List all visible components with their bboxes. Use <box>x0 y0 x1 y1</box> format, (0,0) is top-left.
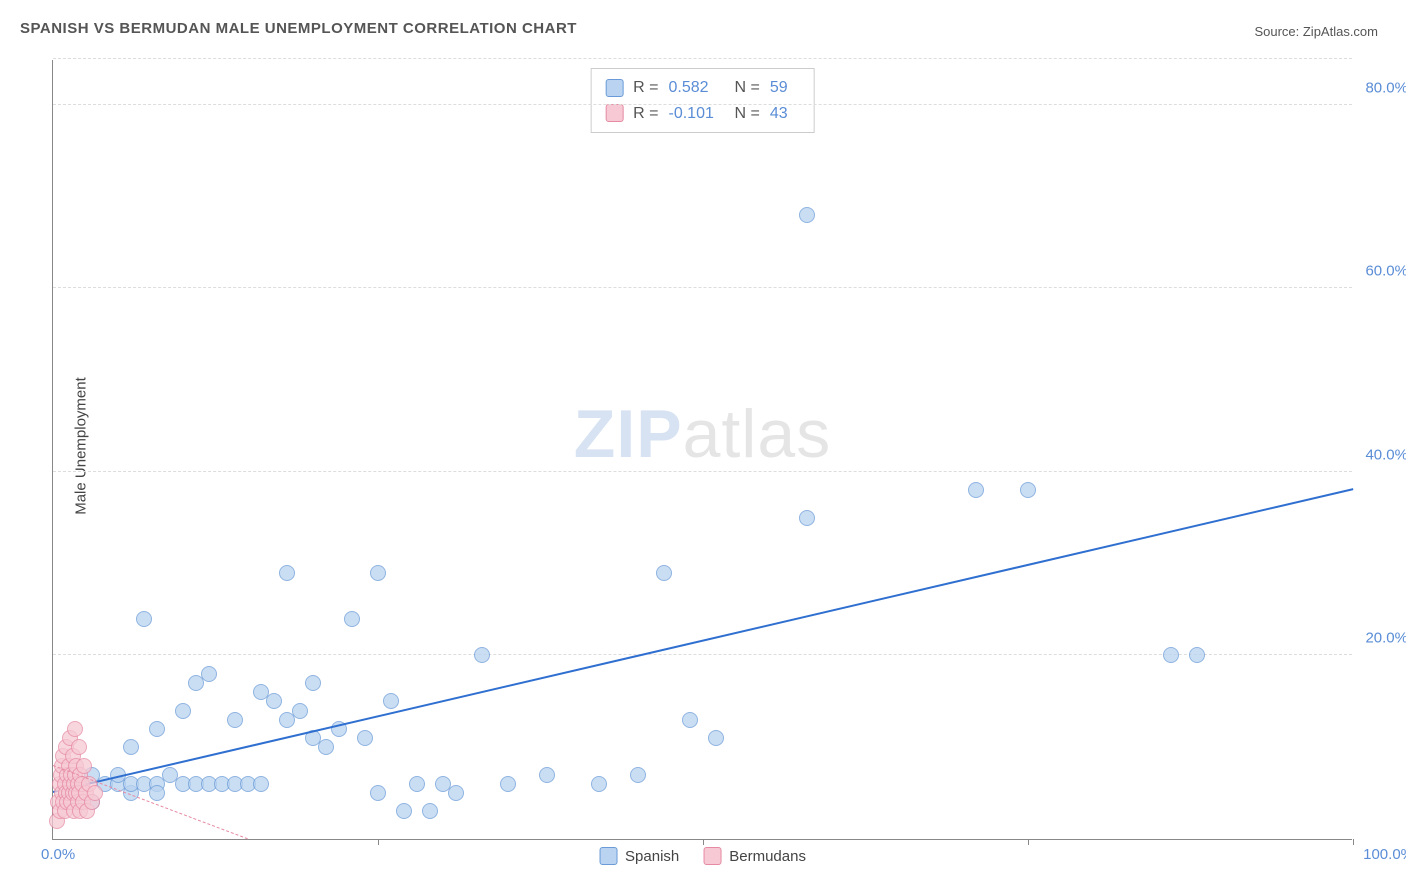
watermark-zip: ZIP <box>574 396 683 472</box>
n-label: N = <box>735 75 760 101</box>
series-legend: Spanish Bermudans <box>599 847 806 865</box>
x-axis-max-label: 100.0% <box>1363 846 1406 863</box>
data-point <box>71 739 87 755</box>
data-point <box>500 776 516 792</box>
data-point <box>344 611 360 627</box>
data-point <box>76 758 92 774</box>
data-point <box>799 510 815 526</box>
data-point <box>474 647 490 663</box>
x-tick-mark <box>1028 839 1029 845</box>
data-point <box>279 565 295 581</box>
y-tick-label: 40.0% <box>1365 446 1406 463</box>
data-point <box>136 611 152 627</box>
data-point <box>149 785 165 801</box>
data-point <box>1163 647 1179 663</box>
data-point <box>201 666 217 682</box>
source-name: ZipAtlas.com <box>1303 24 1378 39</box>
r-value: 0.582 <box>669 75 725 101</box>
data-point <box>266 693 282 709</box>
data-point <box>253 776 269 792</box>
data-point <box>175 703 191 719</box>
data-point <box>682 712 698 728</box>
gridline-h <box>53 654 1352 655</box>
gridline-h <box>53 287 1352 288</box>
gridline-h <box>53 58 1352 59</box>
n-value: 59 <box>770 75 800 101</box>
legend-label: Bermudans <box>729 848 806 865</box>
data-point <box>448 785 464 801</box>
series-swatch <box>703 847 721 865</box>
data-point <box>968 482 984 498</box>
data-point <box>305 675 321 691</box>
data-point <box>409 776 425 792</box>
data-point <box>383 693 399 709</box>
data-point <box>539 767 555 783</box>
data-point <box>292 703 308 719</box>
r-label: R = <box>633 75 658 101</box>
data-point <box>422 803 438 819</box>
data-point <box>708 730 724 746</box>
x-tick-mark <box>1353 839 1354 845</box>
data-point <box>370 565 386 581</box>
data-point <box>227 712 243 728</box>
scatter-plot-area: ZIPatlas R =0.582N =59R =-0.101N =43 0.0… <box>52 60 1352 840</box>
legend-item: Spanish <box>599 847 679 865</box>
gridline-h <box>53 471 1352 472</box>
y-tick-label: 60.0% <box>1365 263 1406 280</box>
data-point <box>123 739 139 755</box>
x-tick-mark <box>703 839 704 845</box>
legend-label: Spanish <box>625 848 679 865</box>
data-point <box>396 803 412 819</box>
data-point <box>149 721 165 737</box>
data-point <box>67 721 83 737</box>
y-tick-label: 80.0% <box>1365 79 1406 96</box>
trend-line <box>53 488 1353 793</box>
legend-item: Bermudans <box>703 847 806 865</box>
watermark: ZIPatlas <box>574 395 831 473</box>
data-point <box>656 565 672 581</box>
y-tick-label: 20.0% <box>1365 630 1406 647</box>
x-axis-min-label: 0.0% <box>41 846 75 863</box>
stats-row: R = 0.582 N = 59 <box>605 75 800 101</box>
data-point <box>87 785 103 801</box>
chart-title: SPANISH VS BERMUDAN MALE UNEMPLOYMENT CO… <box>20 20 577 37</box>
data-point <box>370 785 386 801</box>
series-swatch <box>605 79 623 97</box>
source-prefix: Source: <box>1254 24 1302 39</box>
data-point <box>591 776 607 792</box>
data-point <box>357 730 373 746</box>
data-point <box>799 207 815 223</box>
data-point <box>630 767 646 783</box>
data-point <box>1189 647 1205 663</box>
watermark-atlas: atlas <box>683 396 832 472</box>
data-point <box>1020 482 1036 498</box>
data-point <box>318 739 334 755</box>
series-swatch <box>599 847 617 865</box>
source-attribution: Source: ZipAtlas.com <box>1254 24 1378 39</box>
series-swatch <box>605 104 623 122</box>
correlation-stats-box: R =0.582N =59R =-0.101N =43 <box>590 68 815 133</box>
gridline-h <box>53 104 1352 105</box>
x-tick-mark <box>378 839 379 845</box>
